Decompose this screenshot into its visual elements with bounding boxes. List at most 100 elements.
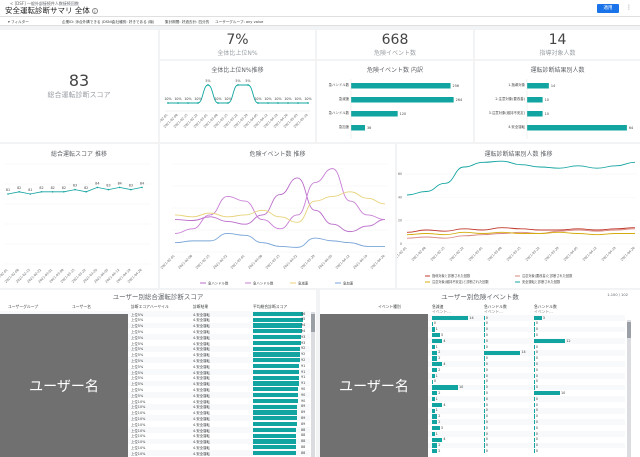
top-trend-label: 10% [284, 97, 291, 101]
cell-event-count: 0 [485, 402, 488, 407]
table-row[interactable]: 2 0 0 [320, 355, 625, 362]
info-icon[interactable]: i [91, 8, 98, 14]
table-row[interactable]: 上位5% 4.安全運転 91 [0, 369, 310, 375]
table-row[interactable]: 2 0 0 [320, 367, 625, 373]
table-row[interactable]: 上位5% 4.安全運転 92 [0, 345, 310, 352]
table-row[interactable]: 上位5% 4.安全運転 92 [0, 357, 310, 364]
table-row[interactable]: 上位10% 4.安全運転 89 [0, 403, 310, 410]
table-row[interactable]: 上位5% 4.安全運転 92 [0, 351, 310, 358]
table-row[interactable]: 上位5% 4.安全運転 94 [0, 328, 310, 335]
score-bar [253, 392, 298, 398]
filter-toggle[interactable]: ▾ フィルター [8, 20, 29, 24]
table-row[interactable]: 2 0 10 [320, 390, 625, 397]
col-user-name[interactable]: ユーザー名 [72, 304, 91, 309]
table-row[interactable]: 上位5% 4.安全運転 93 [0, 334, 310, 340]
col-avg-score[interactable]: 平均総合診断スコア [253, 304, 288, 309]
col-result[interactable]: 診断結果 [193, 304, 209, 309]
table-row[interactable]: 上位10% 4.安全運転 89 [0, 409, 310, 416]
table-row[interactable]: 1 0 0 [320, 407, 625, 414]
target-value: 14 [548, 32, 567, 48]
result-trend-tick: 2021-02-15 [430, 246, 446, 262]
col-steer-1[interactable]: 急ハンドル数 [484, 304, 507, 309]
table-row[interactable]: 4 0 0 [320, 402, 625, 408]
table-row[interactable]: 3 0 0 [320, 332, 625, 339]
col-event-type[interactable]: イベント種別 [378, 304, 401, 309]
result-series-line [406, 227, 636, 233]
table-row[interactable]: 上位10% 4.安全運転 88 [0, 450, 310, 456]
scrollbar-track-2[interactable] [627, 320, 631, 457]
table-row[interactable]: 上位5% 4.安全運転 91 [0, 363, 310, 369]
table-row[interactable]: 2 14 0 [320, 349, 625, 356]
table-row[interactable]: 3 0 0 [320, 425, 625, 431]
filter-user-group[interactable]: ユーザーグループ: any value [215, 20, 264, 24]
cell-event-count: 0 [485, 390, 488, 395]
table-row[interactable]: 2 0 0 [320, 448, 625, 455]
apply-button[interactable]: 適用 [597, 4, 619, 13]
event-bar [484, 402, 485, 407]
breadcrumb[interactable]: < [DSF] 一般外部接続件人数接続回数 [10, 1, 79, 6]
cell-score: 88 [301, 433, 306, 438]
table-row[interactable]: 上位5% 4.安全運転 96 [0, 311, 310, 317]
cell-score: 94 [301, 323, 306, 328]
event-bar [484, 414, 485, 419]
top-trend-point [207, 84, 209, 86]
filter-period[interactable]: 集計期間: 好過去計: 四分的 [165, 20, 210, 24]
col-decel[interactable]: 急減速 [432, 304, 444, 309]
table-row[interactable]: 0 0 0 [320, 378, 625, 385]
table-row[interactable]: 上位10% 4.安全運転 89 [0, 415, 310, 422]
score-bar [253, 421, 298, 427]
table-row[interactable]: 上位10% 4.安全運転 88 [0, 427, 310, 433]
table-row[interactable]: 1 0 0 [320, 344, 625, 350]
table-row[interactable]: 2 0 0 [320, 413, 625, 420]
table-row[interactable]: 0 0 0 [320, 320, 625, 327]
pagination[interactable]: 1-100 / 102 [607, 293, 628, 297]
top-trend-label: 10% [174, 97, 181, 101]
cell-event-count: 0 [433, 321, 436, 326]
table-row[interactable]: 4 0 0 [320, 361, 625, 368]
scrollbar-track[interactable] [311, 312, 315, 457]
table-row[interactable]: 1 0 0 [320, 326, 625, 333]
score-point [85, 191, 87, 193]
col-user-group[interactable]: ユーザーグループ [8, 304, 39, 309]
col-percentile[interactable]: 診断エコアハーヤイル [131, 304, 169, 309]
table-row[interactable]: 上位10% 4.安全運転 88 [0, 444, 310, 451]
table-row[interactable]: 1 0 0 [320, 431, 625, 437]
score-bar [253, 311, 304, 316]
table-row[interactable]: 1 0 0 [320, 373, 625, 379]
bar-category: 急減速 [339, 96, 350, 101]
table-row[interactable]: 上位5% 4.安全運転 91 [0, 374, 310, 381]
table-row[interactable]: 4 0 0 [320, 436, 625, 443]
table-row[interactable]: 上位5% 4.安全運転 95 [0, 316, 310, 323]
scrollbar-thumb[interactable] [311, 314, 315, 332]
filter-type[interactable]: 会社種別: 好きである (機) [112, 20, 155, 24]
score-point [29, 193, 32, 195]
table-row[interactable]: 4 0 12 [320, 338, 625, 344]
danger-value: 668 [381, 32, 409, 48]
table-row[interactable]: 10 0 0 [320, 384, 625, 391]
table-row[interactable]: 上位5% 4.安全運転 90 [0, 392, 310, 398]
table-row[interactable]: 上位10% 4.安全運転 89 [0, 421, 310, 427]
more-menu-icon[interactable]: ⋮ [626, 4, 632, 11]
bar-category: 急加速 [339, 124, 350, 129]
col-steer-2[interactable]: 急ハンドル数 [534, 304, 557, 309]
danger-series-line [174, 191, 386, 223]
table-row[interactable]: 1 0 0 [320, 396, 625, 402]
danger-trend-panel: 危険イベント数 推移 2021-02-01 2021-02-08 2021-02-1… [160, 144, 395, 288]
filter-company[interactable]: 企業ID: 渉合外構できる (DSNI) [62, 20, 114, 24]
table-row[interactable]: 上位5% 4.安全運転 91 [0, 380, 310, 387]
table-row[interactable]: 2 0 0 [320, 419, 625, 426]
score-point [63, 191, 65, 193]
cell-result: 4.安全運転 [193, 405, 210, 410]
table-row[interactable]: 14 0 3 [320, 315, 625, 321]
table-row[interactable]: 上位10% 4.安全運転 88 [0, 432, 310, 439]
table-row[interactable]: 上位5% 4.安全運転 90 [0, 386, 310, 393]
table-row[interactable]: 2 0 0 [320, 442, 625, 449]
scrollbar-thumb-2[interactable] [627, 322, 631, 338]
table-row[interactable]: 上位10% 4.安全運転 88 [0, 438, 310, 445]
table-row[interactable]: 上位10% 4.安全運転 90 [0, 398, 310, 404]
table-row[interactable]: 上位5% 4.安全運転 93 [0, 340, 310, 346]
cell-event-count: 0 [535, 431, 538, 436]
table-row[interactable]: 上位5% 4.安全運転 94 [0, 322, 310, 329]
event-bar [432, 315, 469, 320]
top-trend-point [167, 102, 169, 104]
